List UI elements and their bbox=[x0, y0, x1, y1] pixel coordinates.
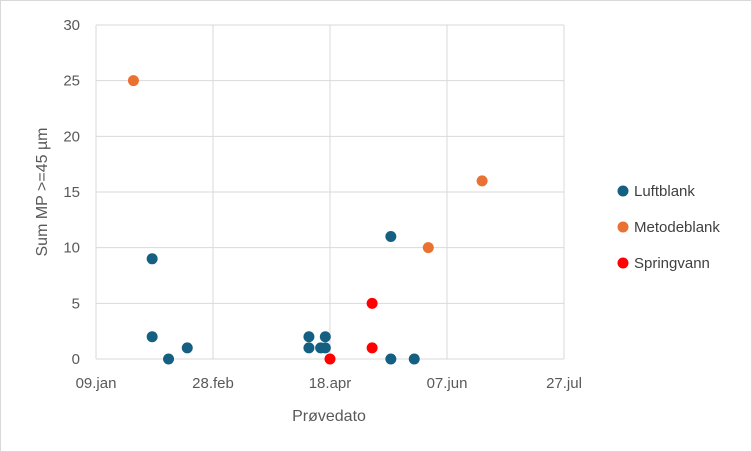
point-luftblank bbox=[303, 342, 315, 354]
point-luftblank bbox=[319, 331, 331, 343]
data-points bbox=[127, 75, 488, 365]
x-tick-label: 27.jul bbox=[546, 375, 582, 392]
legend-label-springvann: Springvann bbox=[634, 255, 710, 272]
point-metodeblank bbox=[127, 75, 139, 87]
point-luftblank bbox=[385, 353, 397, 365]
point-luftblank bbox=[146, 253, 158, 265]
y-tick-label: 0 bbox=[72, 351, 80, 368]
y-axis-title: Sum MP >=45 µm bbox=[34, 128, 51, 257]
x-tick-label: 18.apr bbox=[309, 375, 352, 392]
legend: Luftblank Metodeblank Springvann bbox=[617, 183, 720, 272]
legend-label-luftblank: Luftblank bbox=[634, 183, 695, 200]
point-luftblank bbox=[319, 342, 331, 354]
y-tick-label: 5 bbox=[72, 295, 80, 312]
x-tick-label: 28.feb bbox=[192, 375, 234, 392]
point-luftblank bbox=[163, 353, 175, 365]
point-metodeblank bbox=[422, 242, 434, 254]
y-tick-label: 25 bbox=[63, 73, 80, 90]
axis-ticks: 0 5 10 15 20 25 30 09.jan 28.feb 18.apr 07.jun 27.j… bbox=[63, 17, 582, 392]
point-springvann bbox=[366, 297, 378, 309]
point-luftblank bbox=[408, 353, 420, 365]
y-tick-label: 20 bbox=[63, 128, 80, 145]
legend-marker-metodeblank bbox=[617, 221, 629, 233]
x-tick-label: 07.jun bbox=[427, 375, 468, 392]
x-tick-label: 09.jan bbox=[76, 375, 117, 392]
legend-marker-luftblank bbox=[617, 185, 629, 197]
point-metodeblank bbox=[476, 175, 488, 187]
x-axis-title: Prøvedato bbox=[292, 408, 366, 425]
point-springvann bbox=[324, 353, 336, 365]
gridlines bbox=[95, 24, 565, 360]
point-luftblank bbox=[385, 231, 397, 243]
legend-marker-springvann bbox=[617, 257, 629, 269]
point-luftblank bbox=[181, 342, 193, 354]
y-tick-label: 15 bbox=[63, 184, 80, 201]
y-tick-label: 10 bbox=[63, 240, 80, 257]
legend-label-metodeblank: Metodeblank bbox=[634, 219, 720, 236]
point-springvann bbox=[366, 342, 378, 354]
point-luftblank bbox=[146, 331, 158, 343]
y-tick-label: 30 bbox=[63, 17, 80, 34]
point-luftblank bbox=[303, 331, 315, 343]
